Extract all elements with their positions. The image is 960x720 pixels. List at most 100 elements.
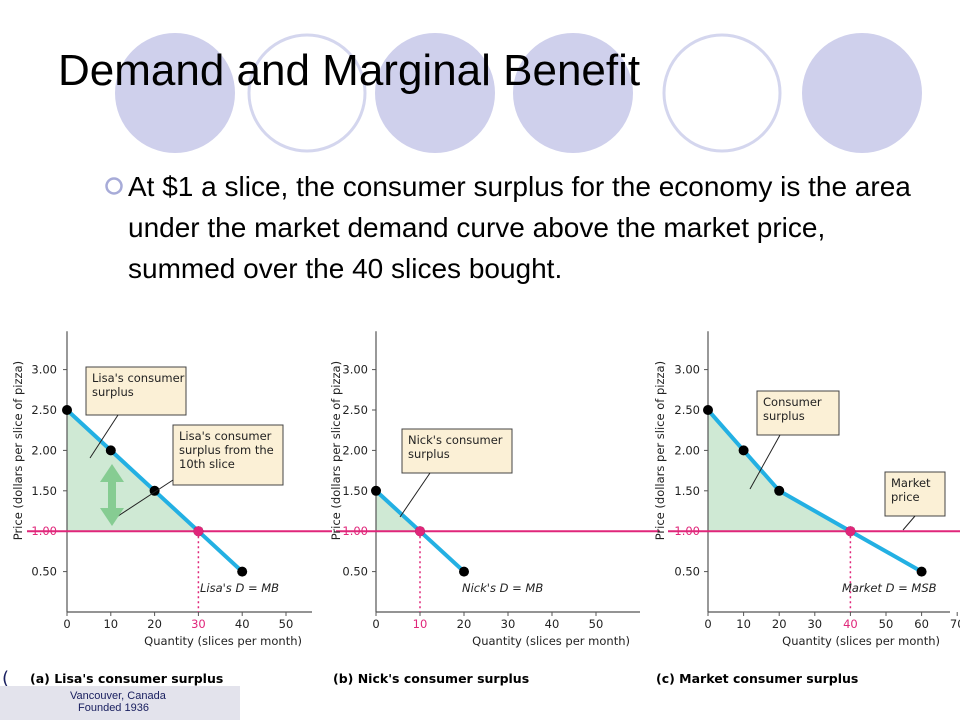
data-point: [237, 566, 248, 577]
panel-caption: (c) Market consumer surplus: [656, 671, 858, 686]
lisa-10th-slice-callout-text: Lisa's consumer: [179, 429, 272, 443]
badge-line-1: Vancouver, Canada: [70, 690, 166, 702]
y-tick-label: 0.50: [31, 565, 57, 579]
y-tick-label: 1.50: [674, 484, 700, 498]
demand-curve-label: Market D = MSB: [842, 581, 937, 595]
demand-curve-label: Lisa's D = MB: [200, 581, 279, 595]
x-tick-label: 20: [457, 617, 472, 631]
y-tick-label: 0.50: [674, 565, 700, 579]
market-price-callout-box: [884, 471, 946, 517]
data-point: [62, 405, 72, 415]
nick-surplus-callout-text: Nick's consumer: [408, 433, 503, 447]
y-tick-label: 3.00: [674, 363, 700, 377]
lisa-surplus-callout-leader: [89, 414, 119, 459]
lisa-10th-slice-callout-leader: [111, 479, 174, 521]
x-tick-label: 60: [914, 617, 929, 631]
lisa-10th-slice-callout-text: surplus from the: [179, 443, 274, 457]
x-tick-label: 10: [736, 617, 751, 631]
x-tick-label: 40: [545, 617, 560, 631]
market-surplus-callout-text: surplus: [763, 409, 805, 423]
data-point: [703, 405, 713, 415]
x-tick-label: 40: [235, 617, 250, 631]
data-point: [774, 485, 785, 496]
x-axis-label: Quantity (slices per month): [782, 634, 940, 648]
market-price-callout-leader: [902, 515, 916, 531]
y-tick-label: 2.00: [674, 443, 700, 457]
y-tick-label: 0.50: [342, 565, 368, 579]
arrow-head-down: [100, 508, 124, 526]
market-price-callout-text: Market: [891, 476, 931, 490]
equilibrium-point: [193, 526, 204, 537]
deco-circle-outline: [662, 33, 782, 153]
lisa-10th-slice-callout-box: [172, 424, 284, 486]
y-tick-label: 2.50: [674, 403, 700, 417]
data-point: [738, 445, 749, 456]
equilibrium-point: [845, 526, 856, 537]
data-point: [916, 566, 927, 577]
school-badge: [0, 686, 240, 720]
y-axis-label: Price (dollars per slice of pizza): [329, 361, 343, 540]
arrow-head-up: [100, 464, 124, 482]
y-tick-label: 2.00: [342, 443, 368, 457]
y-tick-label: 1.50: [342, 484, 368, 498]
y-tick-label: 3.00: [342, 363, 368, 377]
badge-text: Vancouver, Canada Founded 1936: [70, 690, 166, 714]
y-axis-label: Price (dollars per slice of pizza): [11, 361, 25, 540]
x-tick-label: 30: [191, 617, 206, 631]
x-tick-label: 50: [279, 617, 294, 631]
y-tick-label: 3.00: [31, 363, 57, 377]
x-tick-label: 10: [413, 617, 428, 631]
y-tick-label: 2.00: [31, 443, 57, 457]
x-tick-label: 0: [63, 617, 70, 631]
x-tick-label: 70: [950, 617, 960, 631]
x-tick-label: 50: [589, 617, 604, 631]
x-tick-label: 30: [501, 617, 516, 631]
bullet-item: At $1 a slice, the consumer surplus for …: [104, 166, 924, 289]
y-tick-label: 2.50: [31, 403, 57, 417]
y-tick-label: 2.50: [342, 403, 368, 417]
edge-glyph: (: [2, 668, 9, 689]
x-tick-label: 0: [704, 617, 711, 631]
nick-surplus-callout-box: [401, 428, 513, 474]
badge-line-2: Founded 1936: [78, 702, 149, 714]
market-surplus-callout-leader: [749, 434, 781, 490]
lisa-surplus-callout-text: Lisa's consumer: [92, 371, 185, 385]
x-tick-label: 20: [772, 617, 787, 631]
x-tick-label: 50: [879, 617, 894, 631]
decorative-circles: [115, 33, 922, 153]
surplus-area: [708, 410, 851, 532]
y-tick-label: 1.50: [31, 484, 57, 498]
deco-circle-filled: [513, 33, 633, 153]
tenth-slice-arrow: [100, 464, 124, 526]
lisa-surplus-callout-box: [85, 366, 187, 416]
nick-surplus-callout-text: surplus: [408, 447, 450, 461]
market-price-callout-text: price: [891, 490, 920, 504]
deco-circle-filled: [375, 33, 495, 153]
data-point: [371, 485, 381, 496]
consumer-surplus-figure: 0.501.001.502.002.503.000 10 20 30 40 50Price…: [2, 331, 960, 689]
slide-title: Demand and Marginal Benefit: [58, 46, 641, 95]
lisa-10th-slice-callout-text: 10th slice: [179, 457, 235, 471]
data-point: [459, 566, 469, 577]
nick-surplus-callout-leader: [399, 472, 431, 518]
deco-circle-filled: [115, 33, 235, 153]
equilibrium-point: [415, 526, 425, 537]
deco-circle-filled: [802, 33, 922, 153]
ring-bullet-icon: [105, 177, 123, 195]
panel-caption: (b) Nick's consumer surplus: [333, 671, 529, 686]
y-axis-label: Price (dollars per slice of pizza): [653, 361, 667, 540]
x-tick-label: 10: [103, 617, 118, 631]
lisa-surplus-callout-text: surplus: [92, 385, 134, 399]
x-tick-label: 30: [807, 617, 822, 631]
x-tick-label: 20: [147, 617, 162, 631]
demand-curve-label: Nick's D = MB: [462, 581, 543, 595]
market-surplus-callout-box: [756, 390, 840, 436]
panel-caption: (a) Lisa's consumer surplus: [30, 671, 223, 686]
market-surplus-callout-text: Consumer: [763, 395, 822, 409]
x-axis-label: Quantity (slices per month): [144, 634, 302, 648]
deco-circle-outline: [247, 33, 367, 153]
data-point: [105, 445, 116, 456]
x-tick-label: 0: [372, 617, 379, 631]
x-tick-label: 40: [843, 617, 858, 631]
x-axis-label: Quantity (slices per month): [472, 634, 630, 648]
